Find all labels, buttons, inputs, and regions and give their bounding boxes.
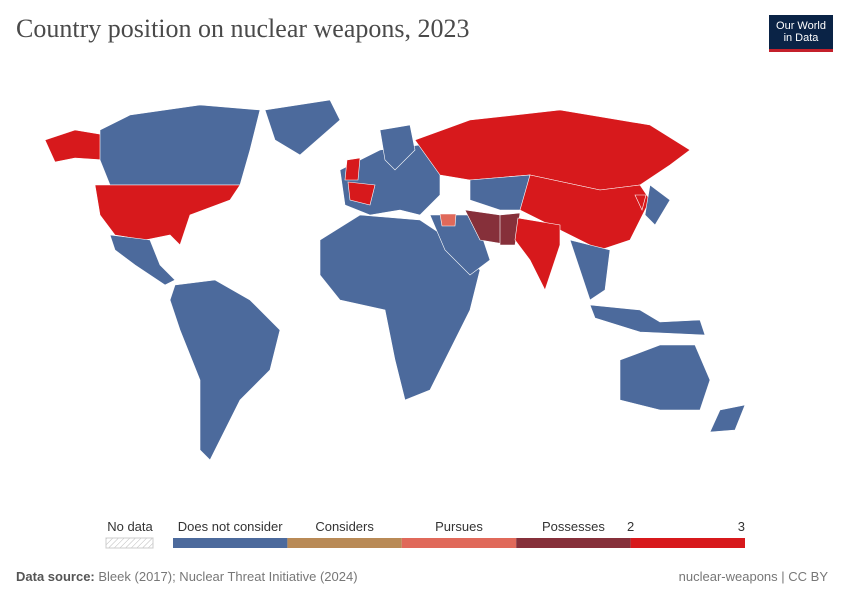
country[interactable]: [169, 279, 281, 461]
country[interactable]: [347, 181, 376, 206]
country[interactable]: [109, 234, 176, 286]
country[interactable]: [414, 109, 691, 191]
country[interactable]: [439, 213, 457, 227]
legend-swatch: [630, 538, 745, 548]
country[interactable]: [619, 344, 711, 411]
legend-label: Possesses: [542, 519, 605, 534]
legend-tick-label: 3: [738, 519, 745, 534]
country[interactable]: [264, 99, 341, 156]
country[interactable]: [634, 194, 647, 211]
country[interactable]: [379, 124, 416, 171]
legend-swatch[interactable]: [401, 538, 517, 548]
logo-line: Our World: [776, 20, 826, 32]
country[interactable]: [344, 157, 361, 181]
country[interactable]: [99, 104, 261, 186]
world-map: [44, 99, 746, 461]
country[interactable]: [94, 184, 241, 246]
country[interactable]: [44, 129, 106, 163]
footer-slug[interactable]: nuclear-weapons | CC BY: [678, 569, 828, 584]
legend-swatch[interactable]: [105, 537, 154, 549]
source: Bleek (2017); Nuclear Threat Initiative …: [98, 569, 358, 584]
legend-label: Considers: [315, 519, 374, 534]
title: Country position on nuclear weapons, 202…: [16, 14, 470, 43]
logo[interactable]: Our World in Data: [769, 15, 833, 52]
country[interactable]: [514, 217, 561, 291]
country[interactable]: [519, 174, 651, 251]
legend-label: Does not consider: [178, 519, 283, 534]
source-label: Data source:: [16, 569, 95, 584]
logo-line: in Data: [783, 32, 819, 44]
country[interactable]: [569, 239, 611, 301]
country[interactable]: [319, 214, 481, 401]
legend-label: Pursues: [435, 519, 483, 534]
country[interactable]: [499, 212, 521, 246]
legend-swatch[interactable]: [516, 538, 631, 548]
legend-label: No data: [107, 519, 153, 534]
legend-tick-label: 2: [627, 519, 634, 534]
legend-swatch[interactable]: [173, 538, 288, 548]
legend-swatch[interactable]: [287, 538, 402, 548]
country[interactable]: [709, 404, 746, 433]
legend: Does not consider Considers Pursues Possess…: [173, 519, 745, 548]
country[interactable]: [589, 304, 706, 336]
footer-source: Data source: Bleek (2017); Nuclear Threa…: [16, 569, 358, 584]
country[interactable]: [469, 174, 531, 211]
country[interactable]: [644, 184, 671, 226]
